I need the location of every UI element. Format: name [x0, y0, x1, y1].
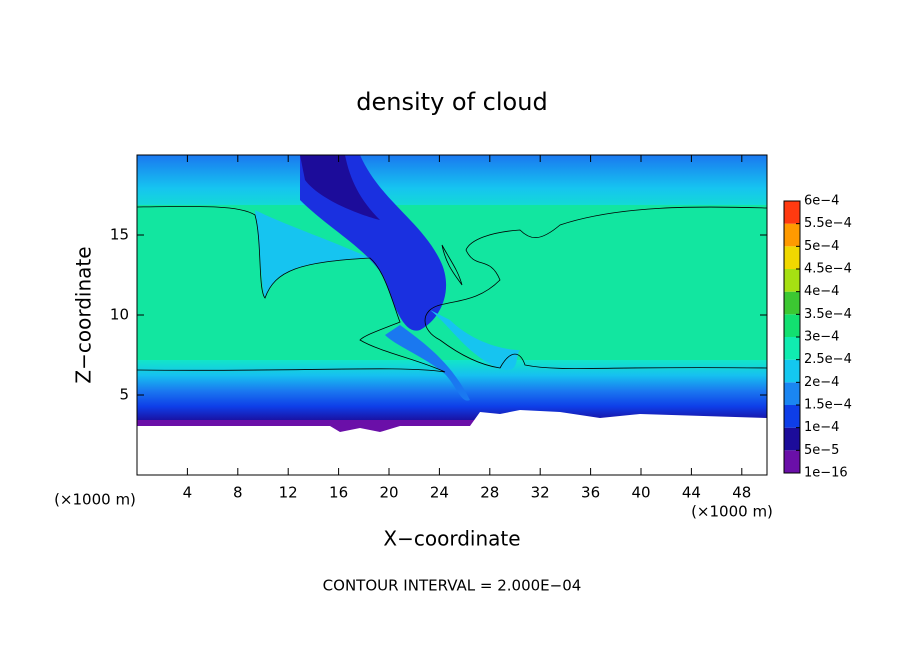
y-tick-label: 10	[110, 306, 129, 324]
colorbar-label: 2e−4	[804, 375, 839, 390]
colorbar-band	[784, 427, 800, 451]
colorbar-band	[784, 405, 800, 428]
colorbar-label: 3.5e−4	[804, 307, 852, 322]
colorbar-label: 1e−4	[804, 420, 839, 435]
colorbar-label: 1.5e−4	[804, 398, 852, 413]
x-tick-label: 48	[732, 484, 751, 502]
colorbar-label: 4e−4	[804, 284, 839, 299]
colorbar-band	[784, 223, 800, 247]
x-axis-label: X−coordinate	[383, 527, 520, 551]
colorbar-band	[784, 314, 800, 337]
x-tick-label: 8	[233, 484, 243, 502]
colorbar-label: 5.5e−4	[804, 216, 852, 231]
x-unit-label: (×1000 m)	[54, 491, 136, 509]
colorbar-band	[784, 337, 800, 360]
x-tick-label: 40	[631, 484, 650, 502]
x-tick-label: 24	[430, 484, 449, 502]
y-axis-label: Z−coordinate	[72, 246, 96, 383]
colorbar-label: 4.5e−4	[804, 262, 852, 277]
x-tick-label: 16	[329, 484, 348, 502]
chart-title: density of cloud	[356, 88, 547, 116]
x-tick-label: 12	[279, 484, 298, 502]
colorbar-label: 5e−5	[804, 443, 839, 458]
field	[137, 155, 767, 475]
colorbar-band	[784, 201, 800, 224]
colorbar-band	[784, 269, 800, 292]
colorbar-label: 2.5e−4	[804, 352, 852, 367]
x-unit-label: (×1000 m)	[691, 503, 773, 521]
x-tick-label: 32	[531, 484, 550, 502]
x-tick-label: 44	[682, 484, 701, 502]
x-tick-label: 4	[183, 484, 193, 502]
colorbar-label: 3e−4	[804, 330, 839, 345]
colorbar-band	[784, 291, 800, 315]
contour-note: CONTOUR INTERVAL = 2.000E−04	[323, 577, 582, 595]
colorbar-band	[784, 382, 800, 405]
colorbar-band	[784, 359, 800, 383]
x-tick-label: 28	[480, 484, 499, 502]
x-tick-label: 36	[581, 484, 600, 502]
colorbar-label: 6e−4	[804, 194, 839, 209]
colorbar-band	[784, 246, 800, 269]
colorbar-label: 1e−16	[804, 466, 848, 481]
y-tick-label: 15	[110, 226, 129, 244]
colorbar-label: 5e−4	[804, 239, 839, 254]
x-tick-label: 20	[379, 484, 398, 502]
colorbar-band	[784, 450, 800, 473]
y-tick-label: 5	[119, 386, 129, 404]
